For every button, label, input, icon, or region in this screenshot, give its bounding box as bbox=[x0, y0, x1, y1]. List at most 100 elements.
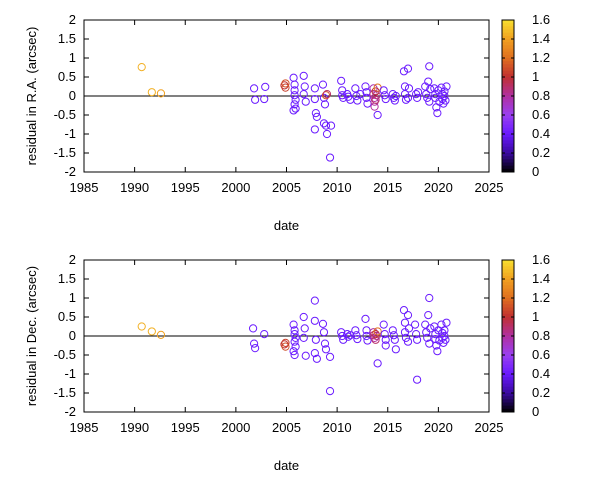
colorbar-segment bbox=[502, 370, 514, 375]
colorbar-tick-label: 1 bbox=[532, 69, 539, 84]
data-point bbox=[424, 311, 433, 320]
y-tick-label: -2 bbox=[64, 404, 76, 419]
data-point bbox=[353, 334, 362, 344]
colorbar-segment bbox=[502, 326, 514, 331]
data-point bbox=[291, 95, 300, 104]
colorbar-segment bbox=[502, 80, 514, 84]
colorbar-segment bbox=[502, 111, 514, 116]
data-point bbox=[440, 326, 449, 335]
x-tick-label: 2000 bbox=[221, 420, 250, 435]
data-point bbox=[399, 67, 409, 76]
data-point bbox=[372, 331, 381, 341]
data-point bbox=[319, 119, 329, 128]
colorbar-segment bbox=[502, 73, 514, 78]
colorbar-tick-label: 0.8 bbox=[532, 328, 550, 343]
colorbar-tick-label: 0.2 bbox=[532, 385, 550, 400]
colorbar-segment bbox=[502, 323, 514, 327]
colorbar-segment bbox=[502, 282, 514, 286]
colorbar-segment bbox=[502, 304, 514, 308]
data-point bbox=[147, 88, 156, 97]
colorbar-segment bbox=[502, 134, 514, 138]
colorbar-segment bbox=[502, 61, 514, 65]
colorbar-segment bbox=[502, 156, 514, 160]
data-point bbox=[433, 347, 442, 356]
data-point bbox=[318, 80, 328, 89]
data-point bbox=[301, 97, 310, 106]
colorbar-segment bbox=[502, 355, 514, 359]
colorbar-segment bbox=[502, 96, 514, 100]
x-tick-label: 2015 bbox=[373, 420, 402, 435]
data-point bbox=[312, 112, 321, 122]
colorbar-tick-label: 1.6 bbox=[532, 12, 550, 27]
data-point bbox=[373, 110, 382, 120]
data-point bbox=[290, 337, 299, 346]
y-tick-label: 1.5 bbox=[58, 271, 76, 286]
data-point bbox=[391, 91, 400, 101]
colorbar-segment bbox=[502, 149, 514, 154]
data-point bbox=[321, 91, 331, 100]
data-point bbox=[248, 324, 258, 333]
colorbar-segment bbox=[502, 275, 514, 280]
data-point bbox=[423, 333, 432, 342]
data-point bbox=[442, 318, 451, 327]
y-tick-label: -0.5 bbox=[54, 107, 76, 122]
data-point bbox=[326, 121, 336, 130]
data-point bbox=[321, 121, 331, 130]
data-point bbox=[438, 90, 447, 99]
colorbar-segment bbox=[502, 115, 514, 119]
data-point bbox=[390, 335, 399, 344]
colorbar-segment bbox=[502, 310, 514, 315]
colorbar-tick-label: 0 bbox=[532, 404, 539, 419]
colorbar-segment bbox=[502, 364, 514, 369]
data-point bbox=[413, 93, 422, 103]
colorbar-tick-label: 0.6 bbox=[532, 107, 550, 122]
data-point bbox=[322, 129, 332, 139]
colorbar-segment bbox=[502, 396, 514, 400]
data-point bbox=[425, 62, 434, 71]
data-point bbox=[371, 87, 380, 96]
data-point bbox=[352, 91, 361, 101]
colorbar-segment bbox=[502, 32, 514, 37]
y-tick-label: 0 bbox=[69, 88, 76, 103]
data-point bbox=[250, 84, 259, 93]
data-point bbox=[301, 351, 310, 360]
data-point bbox=[300, 82, 309, 91]
data-point bbox=[310, 84, 319, 93]
colorbar-segment bbox=[502, 342, 514, 346]
y-tick-label: -0.5 bbox=[54, 347, 76, 362]
colorbar-segment bbox=[502, 380, 514, 384]
data-point bbox=[412, 330, 421, 339]
x-tick-label: 1995 bbox=[171, 180, 200, 195]
data-point bbox=[338, 331, 347, 341]
colorbar-segment bbox=[502, 168, 514, 173]
data-point bbox=[381, 94, 390, 104]
y-tick-label: -1.5 bbox=[54, 385, 76, 400]
data-point bbox=[281, 83, 290, 92]
colorbar-segment bbox=[502, 260, 514, 264]
colorbar-segment bbox=[502, 108, 514, 113]
colorbar-segment bbox=[502, 83, 514, 87]
colorbar-segment bbox=[502, 320, 514, 324]
colorbar-segment bbox=[502, 408, 514, 413]
data-point bbox=[299, 71, 308, 80]
data-point bbox=[381, 335, 390, 344]
data-point bbox=[426, 324, 435, 333]
colorbar-segment bbox=[502, 329, 514, 334]
x-tick-label: 2015 bbox=[373, 180, 402, 195]
colorbar-segment bbox=[502, 42, 514, 46]
x-tick-label: 2000 bbox=[221, 180, 250, 195]
colorbar-segment bbox=[502, 130, 514, 135]
data-point bbox=[404, 324, 414, 333]
data-point bbox=[371, 95, 380, 104]
y-tick-label: 0 bbox=[69, 328, 76, 343]
colorbar-segment bbox=[502, 402, 514, 407]
data-point bbox=[311, 109, 320, 118]
data-point bbox=[319, 328, 329, 337]
data-point bbox=[372, 91, 381, 100]
y-axis-label: residual in Dec. (arcsec) bbox=[24, 266, 39, 406]
colorbar-segment bbox=[502, 102, 514, 106]
data-point bbox=[370, 333, 379, 342]
data-point bbox=[337, 76, 346, 85]
colorbar-segment bbox=[502, 389, 514, 394]
